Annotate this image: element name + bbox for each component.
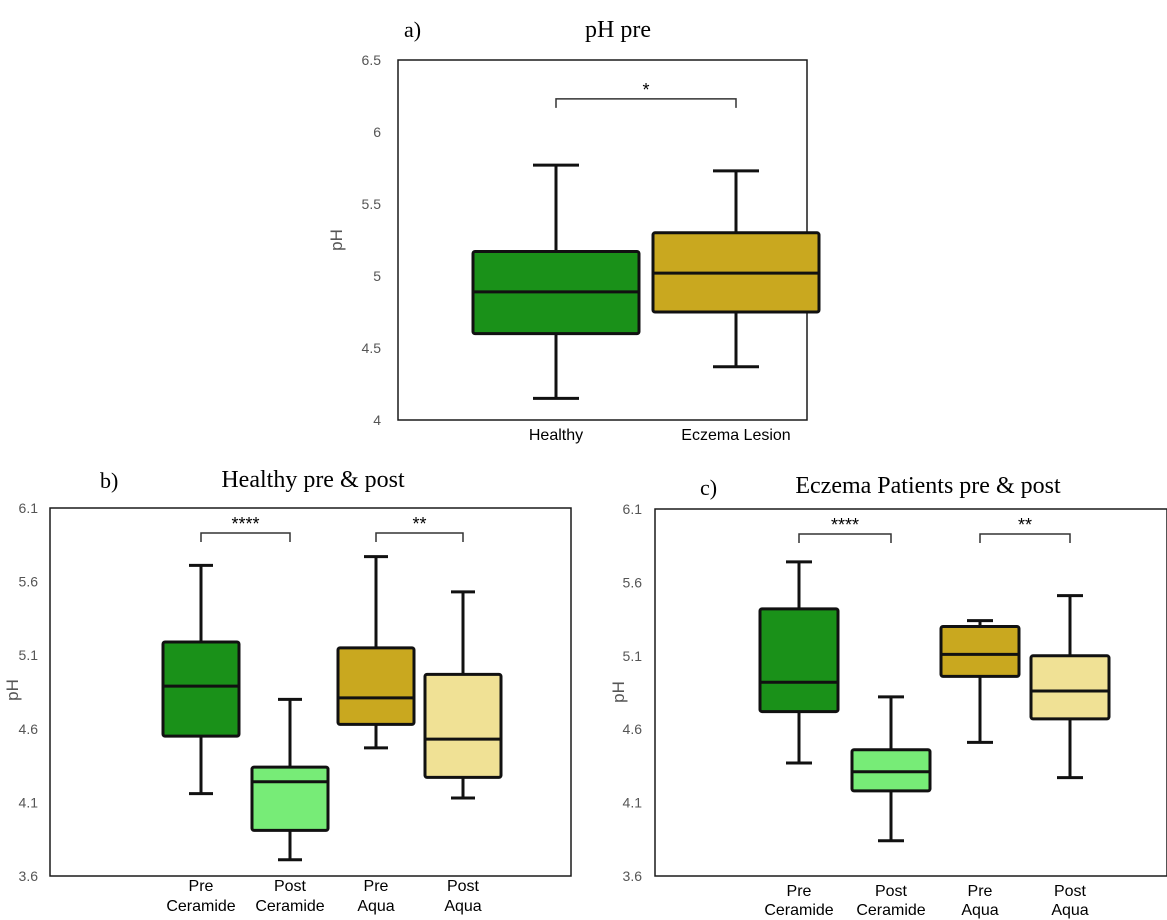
y-tick-label: 5.6 [19, 574, 39, 590]
chart-panel-b: b) Healthy pre & post pH 3.6 4.1 4.6 5.1 5.6 6.1… [3, 467, 572, 915]
chart-title: Healthy pre & post [221, 467, 405, 493]
chart-title: pH pre [585, 17, 651, 43]
box-iqr [161, 640, 241, 738]
plot-frame [49, 507, 572, 877]
significance-label: ** [1018, 515, 1032, 535]
x-category-label-line2: Ceramide [166, 898, 235, 915]
bracket-line [555, 98, 737, 108]
x-category-label: Healthy [529, 427, 583, 444]
x-category-label-line2: Ceramide [856, 902, 925, 919]
x-category-label-line2: Aqua [357, 898, 394, 915]
significance-bracket: * [555, 80, 737, 108]
significance-bracket: ** [979, 515, 1071, 543]
chart-panel-c: c) Eczema Patients pre & post pH 3.6 4.1 4.6 5… [609, 473, 1167, 919]
significance-bracket: ** [375, 514, 464, 543]
plot-frame [654, 508, 1167, 877]
x-category-label-line1: Post [274, 878, 307, 895]
y-tick-label: 4.5 [362, 340, 382, 356]
y-tick-label: 5.1 [19, 647, 39, 663]
box-1 [850, 695, 932, 843]
chart-panel-a: a) pH pre pH 4 4.5 5 5.5 6 6.5 Healthy Eczema Lesi… [327, 17, 821, 444]
x-category-label-line1: Pre [364, 878, 389, 895]
significance-label: * [642, 80, 649, 100]
y-tick-label: 4 [373, 412, 381, 428]
y-axis-label: pH [327, 229, 346, 251]
chart-title: Eczema Patients pre & post [795, 473, 1061, 499]
bracket-line [798, 533, 892, 543]
bracket-line [375, 532, 464, 543]
y-axis-label: pH [3, 679, 22, 701]
significance-bracket: **** [798, 515, 892, 543]
box-iqr [423, 672, 503, 779]
y-tick-label: 5.5 [362, 196, 382, 212]
y-tick-label: 6.1 [19, 500, 39, 516]
box-iqr [939, 624, 1021, 678]
significance-label: **** [231, 514, 259, 534]
x-category-label-line1: Post [1054, 883, 1087, 900]
box-0 [471, 163, 641, 400]
y-axis-label: pH [609, 681, 628, 703]
bracket-line [200, 532, 291, 543]
box-iqr [250, 765, 330, 832]
significance-label: **** [831, 515, 859, 535]
significance-label: ** [412, 514, 426, 534]
x-category-label-line2: Ceramide [255, 898, 324, 915]
box-0 [758, 560, 840, 765]
y-tick-label: 4.6 [19, 721, 39, 737]
y-tick-label: 4.6 [623, 721, 643, 737]
box-iqr [336, 646, 416, 726]
x-category-label: Eczema Lesion [681, 427, 790, 444]
x-category-label-line1: Pre [787, 883, 812, 900]
box-1 [250, 697, 330, 862]
panel-label: a) [404, 17, 421, 42]
x-category-label-line1: Post [447, 878, 480, 895]
box-2 [939, 619, 1021, 744]
box-iqr [1029, 654, 1111, 721]
y-tick-label: 5.6 [623, 574, 643, 590]
box-1 [651, 169, 821, 369]
box-iqr [758, 607, 840, 714]
box-3 [1029, 594, 1111, 780]
y-tick-label: 4.1 [19, 794, 39, 810]
y-tick-label: 4.1 [623, 795, 643, 811]
box-3 [423, 590, 503, 800]
y-tick-label: 3.6 [623, 868, 643, 884]
box-0 [161, 563, 241, 796]
y-tick-label: 5 [373, 268, 381, 284]
panel-label: c) [700, 475, 717, 500]
bracket-line [979, 533, 1071, 543]
x-category-label-line1: Post [875, 883, 908, 900]
x-category-label-line2: Aqua [961, 902, 998, 919]
x-category-label-line2: Ceramide [764, 902, 833, 919]
y-tick-label: 6.1 [623, 501, 643, 517]
x-category-label-line2: Aqua [444, 898, 481, 915]
x-category-label-line1: Pre [968, 883, 993, 900]
box-2 [336, 555, 416, 750]
y-tick-label: 3.6 [19, 868, 39, 884]
x-category-label-line2: Aqua [1051, 902, 1088, 919]
x-category-label-line1: Pre [189, 878, 214, 895]
significance-bracket: **** [200, 514, 291, 543]
panel-label: b) [100, 468, 118, 493]
y-tick-label: 6 [373, 124, 381, 140]
y-tick-label: 5.1 [623, 648, 643, 664]
y-tick-label: 6.5 [362, 52, 382, 68]
